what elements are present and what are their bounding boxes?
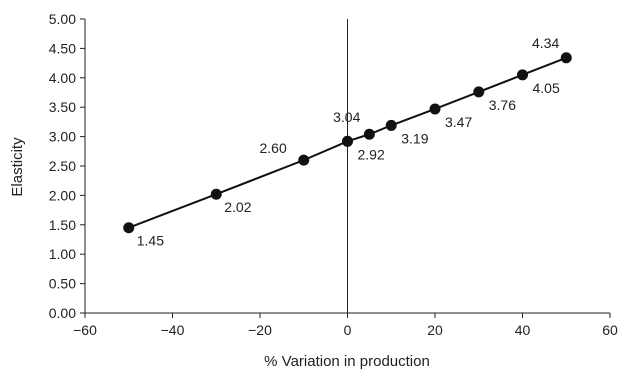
data-point (517, 69, 528, 81)
data-point (210, 188, 222, 200)
data-label: 2.60 (260, 140, 287, 156)
data-point (298, 154, 310, 166)
y-tick-label: 4.00 (49, 70, 76, 86)
y-tick-label: 0.50 (49, 276, 76, 292)
data-point (560, 52, 572, 64)
data-point (473, 86, 485, 98)
x-axis-title: % Variation in production (264, 353, 430, 370)
x-tick-label: 20 (427, 322, 443, 338)
x-tick-label: −40 (161, 322, 185, 338)
data-labels: 1.45 2.02 2.60 2.92 3.04 3.19 3.47 3.76 4.05 4.34 (137, 35, 560, 249)
data-label: 3.47 (445, 114, 472, 130)
data-point (363, 128, 375, 140)
x-tick-label: −20 (248, 322, 272, 338)
y-axis-title: Elasticity (9, 137, 26, 197)
y-tick-label: 2.50 (49, 158, 76, 174)
x-tick-label: 60 (602, 322, 618, 338)
axes: 0.00 0.50 1.00 1.50 2.00 2.50 3.00 3.50 4.00 4.50… (49, 11, 618, 338)
data-point (429, 103, 441, 115)
series (123, 52, 572, 234)
y-tick-label: 3.50 (49, 99, 76, 115)
data-point (342, 135, 353, 147)
y-tick-label: 0.00 (49, 305, 76, 321)
x-tick-label: 0 (344, 322, 352, 338)
data-label: 1.45 (137, 233, 164, 249)
y-tick-label: 2.00 (49, 187, 76, 203)
data-label: 2.92 (358, 146, 385, 162)
x-tick-label: −60 (73, 322, 97, 338)
data-label: 4.34 (532, 35, 559, 51)
data-label: 3.04 (333, 109, 360, 125)
data-label: 3.76 (489, 97, 516, 113)
data-point (385, 119, 397, 131)
data-label: 4.05 (533, 80, 560, 96)
y-tick-label: 5.00 (49, 11, 76, 27)
x-tick-label: 40 (515, 322, 531, 338)
y-tick-label: 1.50 (49, 217, 76, 233)
series-line (128, 56, 567, 229)
data-label: 2.02 (224, 199, 251, 215)
y-tick-label: 1.00 (49, 246, 76, 262)
y-tick-label: 3.00 (49, 129, 76, 145)
data-label: 3.19 (401, 130, 428, 146)
y-tick-label: 4.50 (49, 40, 76, 56)
data-point (123, 222, 135, 234)
